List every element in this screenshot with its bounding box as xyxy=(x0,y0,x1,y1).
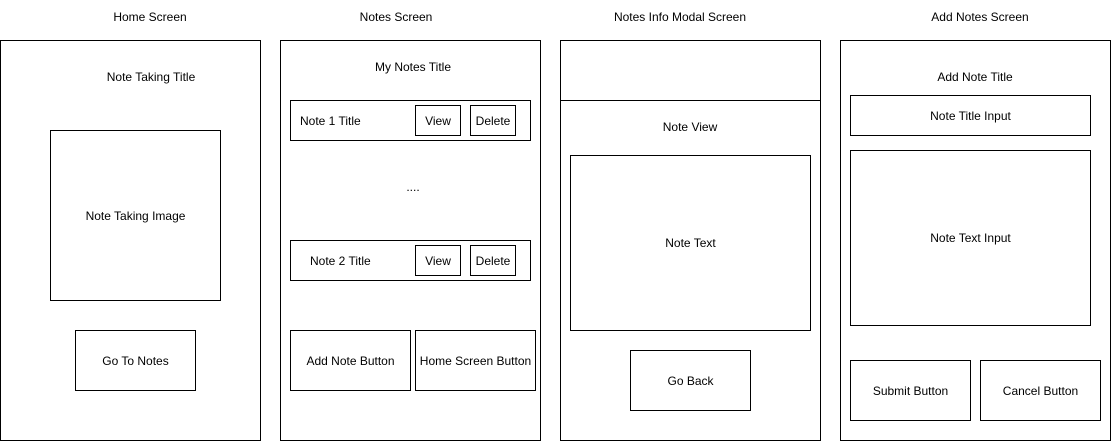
delete-button[interactable]: Delete xyxy=(470,245,516,276)
delete-label: Delete xyxy=(475,113,511,128)
modal-divider xyxy=(561,100,820,101)
go-to-notes-label: Go To Notes xyxy=(102,353,169,368)
note-2-title: Note 2 Title xyxy=(310,253,371,268)
info-modal-screen-frame: Note View Note Text Go Back xyxy=(560,40,821,441)
note-taking-image: Note Taking Image xyxy=(50,130,221,301)
add-note-button-label: Add Note Button xyxy=(306,353,395,368)
delete-label: Delete xyxy=(475,253,511,268)
note-taking-title: Note Taking Title xyxy=(106,70,196,84)
view-button[interactable]: View xyxy=(415,245,461,276)
list-ellipsis: .... xyxy=(406,180,420,194)
cancel-button[interactable]: Cancel Button xyxy=(980,360,1101,421)
note-text-area: Note Text xyxy=(570,155,811,331)
note-text-label: Note Text xyxy=(665,236,716,250)
submit-button[interactable]: Submit Button xyxy=(850,360,971,421)
delete-button[interactable]: Delete xyxy=(470,105,516,136)
add-note-button[interactable]: Add Note Button xyxy=(290,330,411,391)
note-1-title: Note 1 Title xyxy=(300,113,361,128)
submit-button-label: Submit Button xyxy=(872,383,949,398)
note-title-input-label: Note Title Input xyxy=(930,108,1011,123)
note-text-input[interactable]: Note Text Input xyxy=(850,150,1091,326)
home-screen-button-label: Home Screen Button xyxy=(419,353,532,368)
home-screen-button[interactable]: Home Screen Button xyxy=(415,330,536,391)
note-title-input[interactable]: Note Title Input xyxy=(850,95,1091,136)
add-notes-screen-heading: Add Notes Screen xyxy=(931,10,1029,24)
notes-screen-frame: My Notes Title Note 1 Title View Delete … xyxy=(280,40,541,441)
home-screen-heading: Home Screen xyxy=(113,10,187,24)
go-back-label: Go Back xyxy=(667,373,714,388)
view-label: View xyxy=(425,113,451,128)
cancel-button-label: Cancel Button xyxy=(1002,383,1079,398)
home-screen-frame: Note Taking Title Note Taking Image Go T… xyxy=(0,40,261,441)
my-notes-title: My Notes Title xyxy=(374,60,452,74)
note-row-2[interactable]: Note 2 Title View Delete xyxy=(290,240,531,281)
note-row-1[interactable]: Note 1 Title View Delete xyxy=(290,100,531,141)
note-text-input-label: Note Text Input xyxy=(930,231,1011,245)
notes-screen-heading: Notes Screen xyxy=(359,10,433,24)
view-button[interactable]: View xyxy=(415,105,461,136)
add-note-title: Add Note Title xyxy=(937,70,1013,84)
go-to-notes-button[interactable]: Go To Notes xyxy=(75,330,196,391)
add-notes-screen-frame: Add Note Title Note Title Input Note Tex… xyxy=(840,40,1111,441)
note-taking-image-label: Note Taking Image xyxy=(85,208,186,223)
view-label: View xyxy=(425,253,451,268)
info-modal-screen-heading: Notes Info Modal Screen xyxy=(613,10,747,24)
go-back-button[interactable]: Go Back xyxy=(630,350,751,411)
note-view-title: Note View xyxy=(662,120,718,134)
